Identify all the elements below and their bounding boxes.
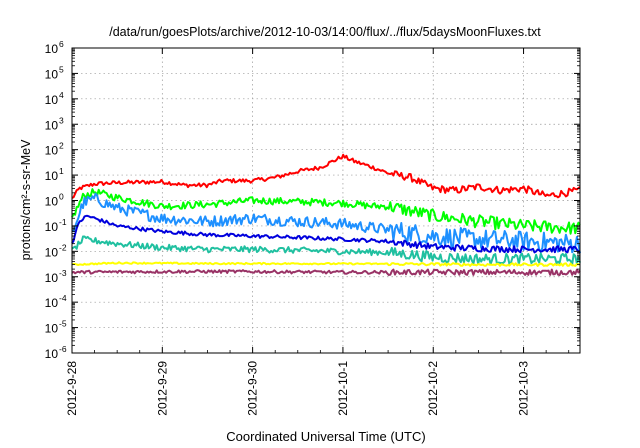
x-tick-label: 2012-10-1: [336, 361, 350, 416]
y-tick-exponent: 4: [59, 90, 64, 100]
y-tick-label: 10: [45, 144, 59, 158]
y-tick-exponent: -3: [59, 268, 67, 278]
y-tick-label: 10: [45, 42, 59, 56]
y-tick-exponent: -6: [59, 344, 67, 354]
x-tick-label: 2012-9-30: [246, 361, 260, 416]
y-tick-exponent: 5: [59, 64, 64, 74]
y-tick-exponent: 3: [59, 115, 64, 125]
y-tick-exponent: 1: [59, 166, 64, 176]
x-tick-label: 2012-10-3: [517, 361, 531, 416]
y-tick-exponent: -1: [59, 217, 67, 227]
y-tick-label: 10: [45, 195, 59, 209]
y-tick-label: 10: [45, 245, 59, 259]
series-line-4: [71, 235, 581, 266]
y-axis: 10 -610 -510 -410 -310 -210 -110 010 110 210 310 41…: [45, 39, 580, 361]
series-line-6: [71, 268, 581, 276]
y-tick-label: 10: [45, 296, 59, 310]
y-tick-exponent: 6: [59, 39, 64, 49]
series-line-2: [71, 192, 581, 254]
y-tick-exponent: -4: [59, 293, 67, 303]
x-tick-label: 2012-9-29: [155, 361, 169, 416]
y-tick-label: 10: [45, 118, 59, 132]
y-tick-label: 10: [45, 347, 59, 361]
y-tick-label: 10: [45, 220, 59, 234]
x-tick-label: 2012-9-28: [65, 361, 79, 416]
series-line-5: [71, 261, 581, 267]
y-tick-label: 10: [45, 67, 59, 81]
y-tick-exponent: -2: [59, 242, 67, 252]
x-axis-label: Coordinated Universal Time (UTC): [226, 429, 425, 444]
y-tick-exponent: -5: [59, 319, 67, 329]
y-tick-label: 10: [45, 93, 59, 107]
series-line-0: [71, 153, 581, 199]
series-line-3: [71, 214, 581, 254]
y-tick-label: 10: [45, 271, 59, 285]
chart-title: /data/run/goesPlots/archive/2012-10-03/1…: [109, 25, 541, 39]
series-line-1: [71, 188, 581, 235]
x-tick-label: 2012-10-2: [426, 361, 440, 416]
y-tick-exponent: 2: [59, 141, 64, 151]
y-tick-label: 10: [45, 169, 59, 183]
y-tick-exponent: 0: [59, 192, 64, 202]
y-tick-label: 10: [45, 322, 59, 336]
y-axis-label: protons/cm²-s-sr-MeV: [19, 139, 33, 261]
x-axis: 2012-9-28 2012-9-29 2012-9-30 2012-10-1 2012…: [65, 48, 570, 416]
series-lines: [71, 153, 581, 276]
